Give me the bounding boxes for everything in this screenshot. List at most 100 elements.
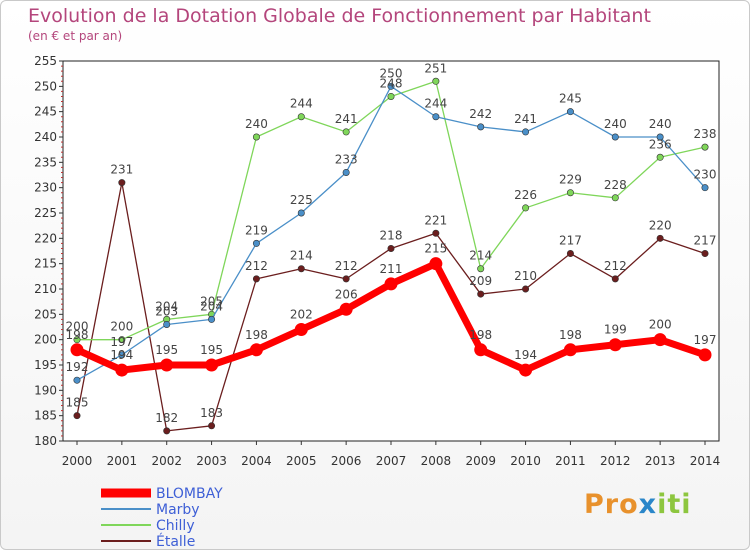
- data-label: 194: [514, 348, 537, 362]
- data-point: [432, 113, 440, 121]
- data-label: 217: [694, 234, 717, 248]
- data-point: [566, 108, 574, 116]
- data-label: 198: [559, 328, 582, 342]
- data-point: [656, 133, 664, 141]
- data-point: [477, 123, 485, 131]
- legend-label: BLOMBAY: [156, 486, 223, 502]
- data-label: 225: [290, 193, 313, 207]
- data-label: 195: [155, 343, 178, 357]
- data-point: [698, 348, 712, 362]
- data-point: [566, 189, 574, 197]
- data-point: [563, 343, 577, 357]
- data-label: 215: [424, 242, 447, 256]
- data-label: 183: [200, 406, 223, 420]
- data-point: [566, 250, 574, 258]
- logo-part-2: x: [638, 489, 658, 520]
- y-tick-label: 200: [34, 333, 57, 347]
- y-tick-label: 185: [34, 409, 57, 423]
- data-point: [118, 351, 126, 359]
- x-tick-label: 2010: [510, 454, 541, 468]
- data-label: 202: [290, 308, 313, 322]
- y-tick-label: 250: [34, 79, 57, 93]
- data-label: 238: [694, 127, 717, 141]
- data-label: 245: [559, 92, 582, 106]
- data-point: [70, 343, 84, 357]
- axes: 180 185 190 195 200 205 210 215 220 225 230 235 240 2…: [34, 54, 720, 468]
- data-label: 226: [514, 188, 537, 202]
- data-point: [522, 285, 530, 293]
- data-point: [339, 302, 353, 316]
- data-point: [115, 363, 129, 377]
- y-tick-label: 240: [34, 130, 57, 144]
- data-point: [611, 194, 619, 202]
- y-tick-label: 255: [34, 54, 57, 68]
- data-point: [342, 128, 350, 136]
- data-label: 200: [66, 320, 89, 334]
- data-point: [522, 204, 530, 212]
- y-tick-label: 225: [34, 206, 57, 220]
- data-label: 219: [245, 223, 268, 237]
- x-tick-label: 2001: [107, 454, 138, 468]
- data-point: [432, 77, 440, 85]
- y-tick-label: 195: [34, 358, 57, 372]
- data-label: 240: [649, 117, 672, 131]
- x-tick-label: 2012: [600, 454, 631, 468]
- chart-title: Evolution de la Dotation Globale de Fonc…: [28, 5, 651, 27]
- data-label: 242: [469, 107, 492, 121]
- data-label: 198: [469, 328, 492, 342]
- data-label: 204: [200, 299, 223, 313]
- data-point: [701, 184, 709, 192]
- data-point: [249, 343, 263, 357]
- data-label: 199: [604, 323, 627, 337]
- data-label: 185: [66, 396, 89, 410]
- data-label: 240: [245, 117, 268, 131]
- y-tick-label: 190: [34, 383, 57, 397]
- legend-label: Étalle: [156, 533, 195, 549]
- data-point: [297, 113, 305, 121]
- data-point: [701, 143, 709, 151]
- data-point: [252, 275, 260, 283]
- data-label: 194: [110, 348, 133, 362]
- data-point: [160, 358, 174, 372]
- data-labels: 185 231 182 183 212 214 212 218 221 209 210 217 212 2…: [66, 61, 717, 425]
- data-label: 214: [290, 249, 313, 263]
- data-label: 244: [424, 97, 447, 111]
- data-label: 212: [245, 259, 268, 273]
- data-point: [118, 179, 126, 187]
- data-point: [429, 257, 443, 271]
- data-point: [474, 343, 488, 357]
- x-tick-label: 2007: [376, 454, 407, 468]
- data-label: 197: [110, 335, 133, 349]
- x-tick-label: 2008: [421, 454, 452, 468]
- data-point: [342, 275, 350, 283]
- legend-label: Marby: [156, 502, 200, 518]
- data-point: [118, 336, 126, 344]
- chart-subtitle: (en € et par an): [28, 29, 123, 43]
- x-tick-label: 2011: [555, 454, 586, 468]
- data-label: 200: [649, 318, 672, 332]
- y-tick-label: 210: [34, 282, 57, 296]
- data-label: 203: [155, 304, 178, 318]
- data-point: [656, 153, 664, 161]
- y-tick-label: 205: [34, 307, 57, 321]
- legend-label: Chilly: [156, 518, 195, 534]
- data-label: 200: [110, 320, 133, 334]
- y-tick-label: 215: [34, 257, 57, 271]
- y-tick-label: 230: [34, 181, 57, 195]
- x-tick-label: 2006: [331, 454, 362, 468]
- data-label: 250: [380, 66, 403, 80]
- data-label: 192: [66, 360, 89, 374]
- data-label: 210: [514, 269, 537, 283]
- data-label: 220: [649, 218, 672, 232]
- x-tick-label: 2013: [645, 454, 676, 468]
- data-label: 248: [380, 76, 403, 90]
- data-label: 198: [66, 328, 89, 342]
- data-point: [519, 363, 533, 377]
- data-label: 231: [110, 163, 133, 177]
- data-point: [522, 128, 530, 136]
- x-tick-label: 2003: [196, 454, 227, 468]
- data-label: 206: [335, 287, 358, 301]
- data-label: 205: [200, 294, 223, 308]
- y-tick-label: 235: [34, 155, 57, 169]
